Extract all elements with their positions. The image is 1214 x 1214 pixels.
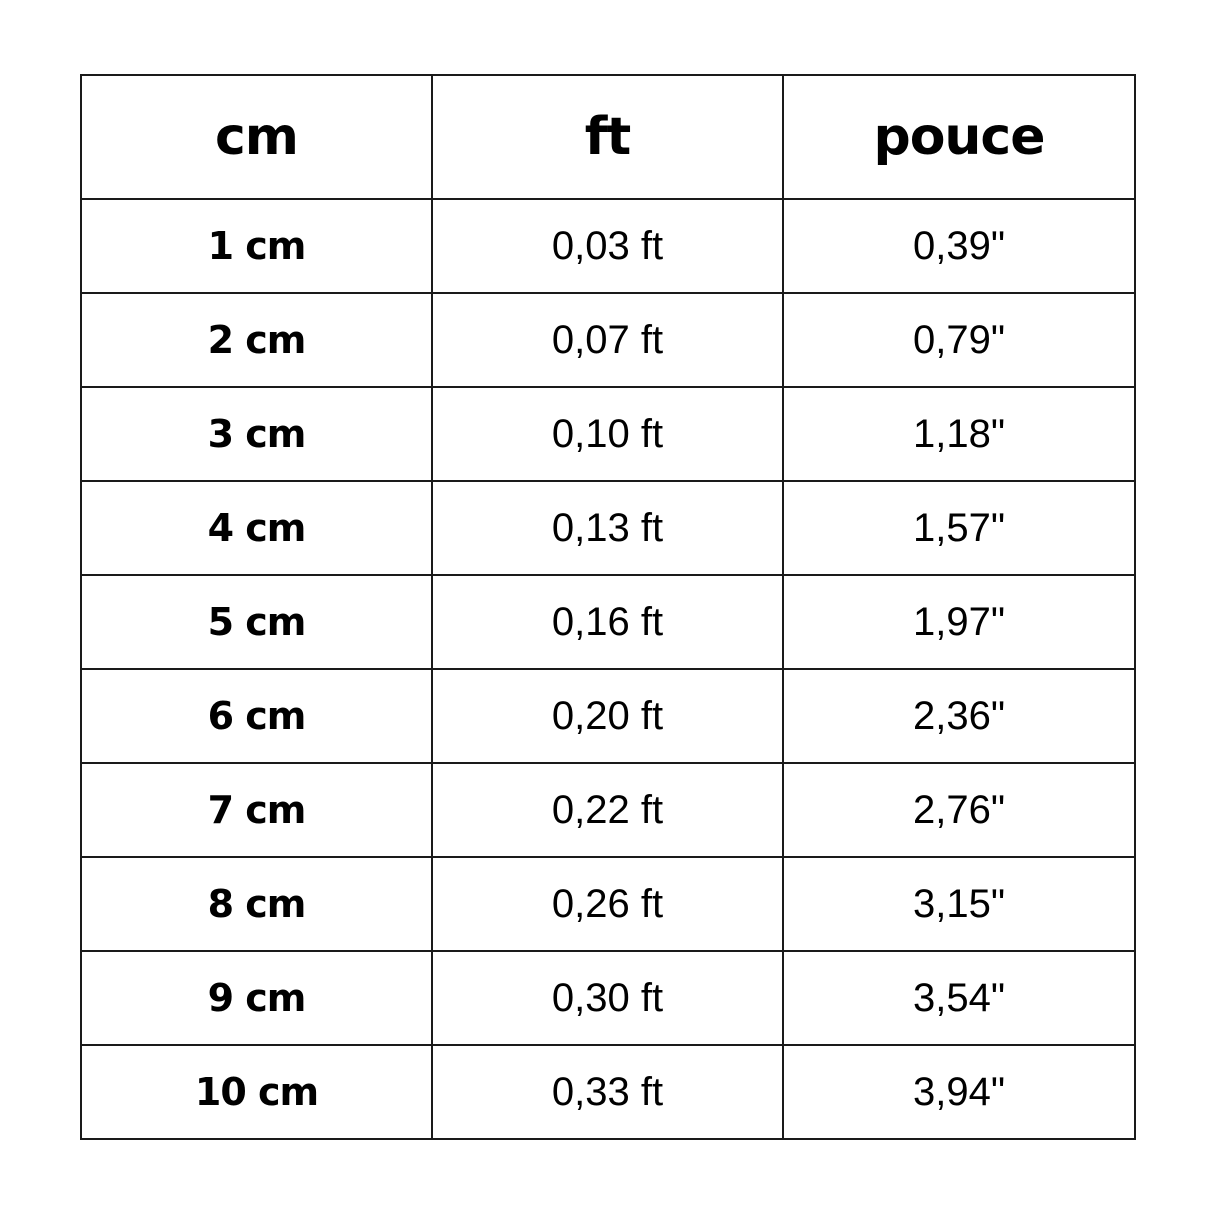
cm-cell: 7 cm <box>80 762 433 858</box>
cm-cell: 2 cm <box>80 292 433 388</box>
header-ft: ft <box>431 74 784 200</box>
table-row: 4 cm 0,13 ft 1,57" <box>80 480 1136 576</box>
cm-cell: 5 cm <box>80 574 433 670</box>
ft-cell: 0,16 ft <box>431 574 784 670</box>
table-row: 9 cm 0,30 ft 3,54" <box>80 950 1136 1046</box>
ft-cell: 0,22 ft <box>431 762 784 858</box>
table-row: 10 cm 0,33 ft 3,94" <box>80 1044 1136 1140</box>
ft-cell: 0,20 ft <box>431 668 784 764</box>
cm-cell: 9 cm <box>80 950 433 1046</box>
ft-cell: 0,10 ft <box>431 386 784 482</box>
cm-cell: 4 cm <box>80 480 433 576</box>
table-row: 1 cm 0,03 ft 0,39" <box>80 198 1136 294</box>
header-pouce: pouce <box>782 74 1136 200</box>
pouce-cell: 3,94" <box>782 1044 1136 1140</box>
ft-cell: 0,30 ft <box>431 950 784 1046</box>
cm-cell: 1 cm <box>80 198 433 294</box>
ft-cell: 0,03 ft <box>431 198 784 294</box>
ft-cell: 0,13 ft <box>431 480 784 576</box>
cm-cell: 8 cm <box>80 856 433 952</box>
pouce-cell: 1,97" <box>782 574 1136 670</box>
header-row: cm ft pouce <box>80 74 1136 200</box>
pouce-cell: 1,18" <box>782 386 1136 482</box>
pouce-cell: 0,79" <box>782 292 1136 388</box>
table-row: 6 cm 0,20 ft 2,36" <box>80 668 1136 764</box>
conversion-table: cm ft pouce 1 cm 0,03 ft 0,39" 2 cm 0,07 ft 0… <box>80 74 1136 1140</box>
ft-cell: 0,33 ft <box>431 1044 784 1140</box>
ft-cell: 0,07 ft <box>431 292 784 388</box>
table-row: 8 cm 0,26 ft 3,15" <box>80 856 1136 952</box>
table-row: 7 cm 0,22 ft 2,76" <box>80 762 1136 858</box>
cm-cell: 10 cm <box>80 1044 433 1140</box>
cm-cell: 6 cm <box>80 668 433 764</box>
pouce-cell: 2,36" <box>782 668 1136 764</box>
cm-cell: 3 cm <box>80 386 433 482</box>
pouce-cell: 3,54" <box>782 950 1136 1046</box>
pouce-cell: 0,39" <box>782 198 1136 294</box>
table-row: 2 cm 0,07 ft 0,79" <box>80 292 1136 388</box>
table-row: 3 cm 0,10 ft 1,18" <box>80 386 1136 482</box>
pouce-cell: 2,76" <box>782 762 1136 858</box>
ft-cell: 0,26 ft <box>431 856 784 952</box>
pouce-cell: 1,57" <box>782 480 1136 576</box>
header-cm: cm <box>80 74 433 200</box>
pouce-cell: 3,15" <box>782 856 1136 952</box>
table-row: 5 cm 0,16 ft 1,97" <box>80 574 1136 670</box>
